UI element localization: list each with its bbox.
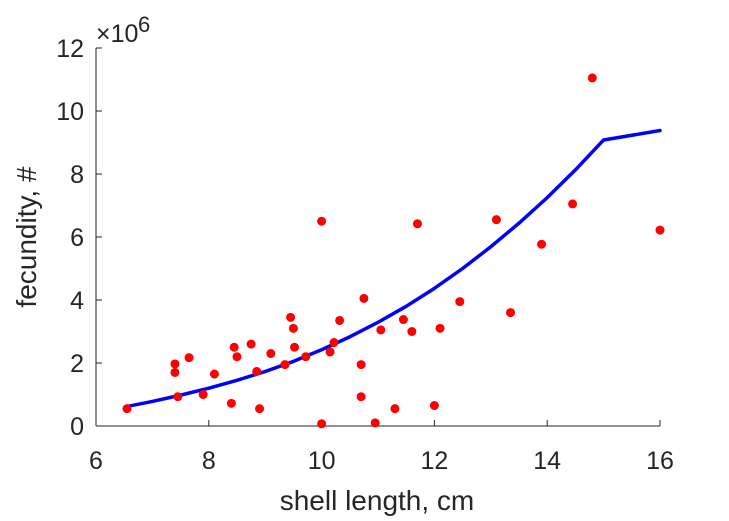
data-point xyxy=(329,338,339,348)
x-ticks: 6 8 10 12 14 16 xyxy=(89,420,674,475)
y-multiplier-base: ×10 xyxy=(96,20,138,48)
x-tick-label: 12 xyxy=(420,447,448,475)
data-point xyxy=(655,225,665,235)
data-point xyxy=(568,199,578,209)
data-point xyxy=(122,404,132,414)
x-tick-label: 16 xyxy=(646,447,674,475)
y-multiplier: ×10 6 xyxy=(96,12,150,48)
data-point xyxy=(184,353,194,363)
data-point xyxy=(537,239,547,249)
y-tick-label: 8 xyxy=(70,161,84,189)
data-point xyxy=(170,359,180,369)
y-axis-label: fecundity, # xyxy=(11,166,42,308)
data-point xyxy=(412,219,422,229)
fit-line-group xyxy=(125,128,662,409)
data-point xyxy=(370,418,380,428)
data-point xyxy=(280,360,290,370)
axes xyxy=(95,48,660,427)
data-points xyxy=(122,73,665,429)
data-point xyxy=(356,360,366,370)
data-point xyxy=(390,404,400,414)
data-point xyxy=(198,390,208,399)
data-point xyxy=(317,216,327,226)
x-axis-label: shell length, cm xyxy=(280,485,475,516)
data-point xyxy=(429,401,439,411)
x-tick-label: 14 xyxy=(533,447,561,475)
x-tick-label: 6 xyxy=(89,447,103,475)
data-point xyxy=(288,323,298,333)
data-point xyxy=(376,325,386,335)
y-tick-label: 0 xyxy=(70,413,84,441)
x-tick-label: 8 xyxy=(202,447,216,475)
y-tick-label: 4 xyxy=(70,287,84,315)
x-tick-label: 10 xyxy=(308,447,336,475)
data-point xyxy=(491,215,501,225)
y-multiplier-exponent: 6 xyxy=(138,12,150,37)
data-point xyxy=(407,327,417,336)
y-tick-label: 6 xyxy=(70,224,84,252)
data-point xyxy=(325,347,335,357)
data-point xyxy=(170,367,180,377)
data-point xyxy=(286,312,296,322)
data-point xyxy=(226,398,236,408)
data-point xyxy=(435,323,445,333)
data-point xyxy=(506,308,516,318)
data-point xyxy=(356,392,366,402)
data-point xyxy=(266,349,276,359)
y-tick-label: 2 xyxy=(70,350,84,378)
data-point xyxy=(209,369,219,379)
data-point xyxy=(317,419,327,429)
data-point xyxy=(246,339,256,349)
data-point xyxy=(255,404,265,414)
data-point xyxy=(398,315,408,325)
data-point xyxy=(252,367,262,377)
data-point xyxy=(587,73,597,83)
data-point xyxy=(455,297,465,307)
data-point xyxy=(173,392,183,402)
data-point xyxy=(229,342,239,352)
y-ticks: 0 2 4 6 8 10 12 xyxy=(56,35,102,441)
data-point xyxy=(290,342,300,352)
y-tick-label: 10 xyxy=(56,98,84,126)
y-tick-label: 12 xyxy=(56,35,84,63)
data-point xyxy=(232,352,242,362)
data-point xyxy=(301,352,311,362)
fit-curve-line xyxy=(125,128,662,409)
data-point xyxy=(359,293,369,303)
data-point xyxy=(335,315,345,325)
